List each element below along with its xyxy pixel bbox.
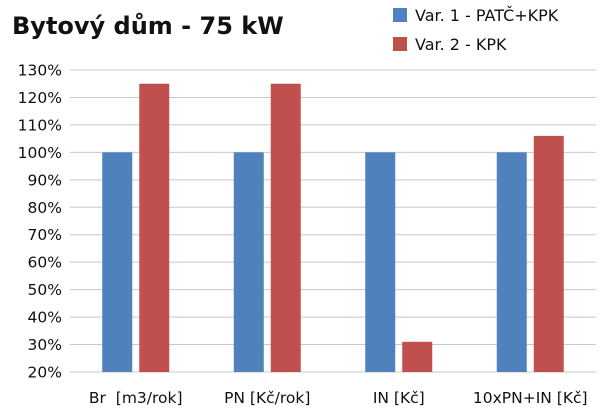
y-tick-label: 80% — [28, 199, 62, 217]
legend-swatch-var1 — [393, 8, 407, 22]
legend-swatch-var2 — [393, 37, 407, 51]
bar-var1 — [102, 152, 133, 372]
y-tick-label: 130% — [18, 62, 62, 80]
x-category-label: 10xPN+IN [Kč] — [473, 389, 588, 407]
legend: Var. 1 - PATČ+KPK Var. 2 - KPK — [393, 6, 559, 54]
y-tick-label: 50% — [28, 281, 62, 299]
bars — [102, 83, 564, 373]
bar-var1 — [365, 152, 396, 372]
y-tick-label: 110% — [18, 116, 62, 134]
legend-label-var2: Var. 2 - KPK — [415, 35, 507, 54]
y-tick-label: 40% — [28, 309, 62, 327]
bar-var2 — [139, 83, 170, 373]
y-tick-label: 60% — [28, 254, 62, 272]
y-tick-label: 20% — [28, 364, 62, 382]
bar-var2 — [533, 135, 564, 372]
y-tick-label: 90% — [28, 171, 62, 189]
chart-title: Bytový dům - 75 kW — [12, 12, 284, 40]
y-tick-label: 30% — [28, 336, 62, 354]
legend-label-var1: Var. 1 - PATČ+KPK — [415, 6, 559, 25]
bar-var1 — [233, 152, 264, 372]
y-tick-label: 120% — [18, 89, 62, 107]
y-axis-ticks: 20% 30% 40% 50% 60% 70% 80% 90% 100% 110% 120% 130% — [18, 62, 62, 382]
bar-var1 — [496, 152, 527, 372]
y-tick-label: 100% — [18, 144, 62, 162]
bar-var2 — [270, 83, 301, 373]
x-category-label: IN [Kč] — [373, 389, 425, 407]
x-category-label: Br [m3/rok] — [89, 389, 183, 407]
x-axis-categories: Br [m3/rok] PN [Kč/rok] IN [Kč] 10xPN+IN [K… — [89, 389, 588, 407]
bar-var2 — [402, 341, 433, 372]
x-category-label: PN [Kč/rok] — [224, 389, 310, 407]
y-tick-label: 70% — [28, 226, 62, 244]
